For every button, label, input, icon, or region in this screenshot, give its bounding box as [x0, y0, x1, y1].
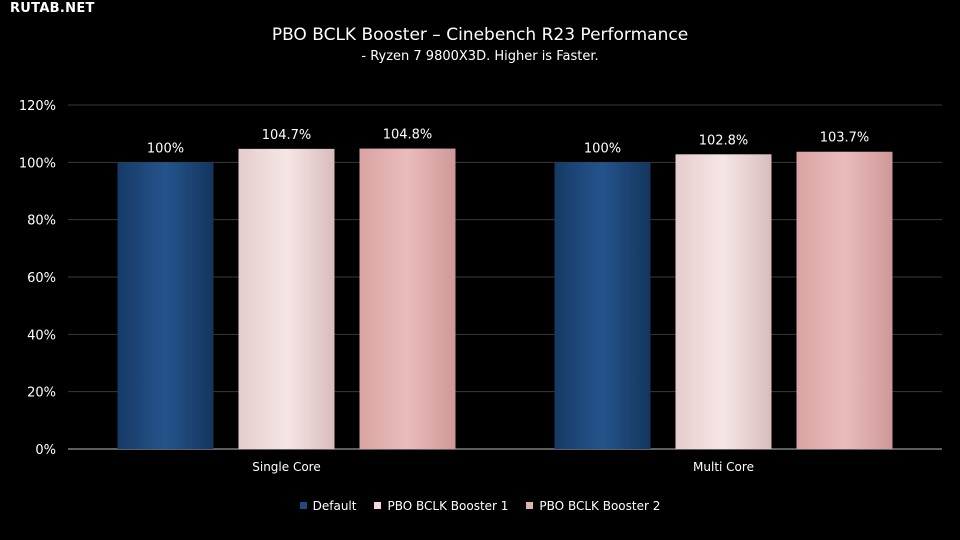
data-label: 104.8%: [383, 128, 433, 143]
bar-0-1: [554, 162, 651, 450]
legend-swatch: [374, 502, 382, 509]
legend-label: Default: [312, 498, 357, 513]
data-labels: 100% 104.7% 104.8% 100% 102.8% 103.7%: [147, 128, 869, 157]
category-label: Multi Core: [693, 460, 754, 474]
y-tick-label: 100%: [19, 156, 56, 171]
bar-1-0: [238, 148, 335, 450]
y-tick-label: 60%: [27, 271, 56, 286]
chart-title: PBO BCLK Booster – Cinebench R23 Perform…: [271, 25, 689, 45]
bar-2-1: [796, 151, 893, 449]
bar-2-0: [359, 148, 456, 449]
data-label: 103.7%: [820, 131, 870, 146]
legend-swatch: [526, 502, 534, 509]
data-label: 100%: [584, 141, 621, 156]
bar-1-1: [675, 154, 772, 449]
x-axis: Single Core Multi Core: [252, 460, 754, 474]
y-tick-label: 0%: [35, 443, 56, 458]
chart-subtitle: - Ryzen 7 9800X3D. Higher is Faster.: [361, 49, 599, 64]
bar-0-0: [117, 162, 214, 450]
bars: [117, 148, 893, 450]
bar-chart: 0%20%40%60%80%100%120% 100%104.7% 104.8%1…: [19, 99, 942, 474]
legend-item: Default: [299, 498, 357, 513]
y-axis: 0% 20% 40% 60% 80% 100% 120%: [19, 99, 56, 458]
data-label: 102.8%: [699, 133, 749, 148]
y-tick-label: 40%: [27, 328, 56, 343]
watermark: RUTAB.NET: [10, 1, 95, 16]
grid-lines: [68, 104, 942, 450]
y-tick-label: 80%: [27, 214, 56, 229]
legend-item: PBO BCLK Booster 2: [526, 499, 660, 513]
legend-swatch: [299, 502, 307, 509]
y-tick-label: 120%: [19, 99, 56, 114]
data-label: 104.7%: [262, 128, 312, 143]
category-label: Single Core: [252, 460, 320, 474]
y-tick-label: 20%: [27, 386, 56, 401]
legend-item: PBO BCLK Booster 1: [374, 499, 508, 513]
legend-label: PBO BCLK Booster 1: [387, 498, 509, 513]
data-label: 100%: [147, 141, 184, 156]
legend-label: PBO BCLK Booster 2: [539, 498, 661, 513]
legend: Default PBO BCLK Booster 1 PBO BCLK Booste…: [0, 498, 960, 513]
